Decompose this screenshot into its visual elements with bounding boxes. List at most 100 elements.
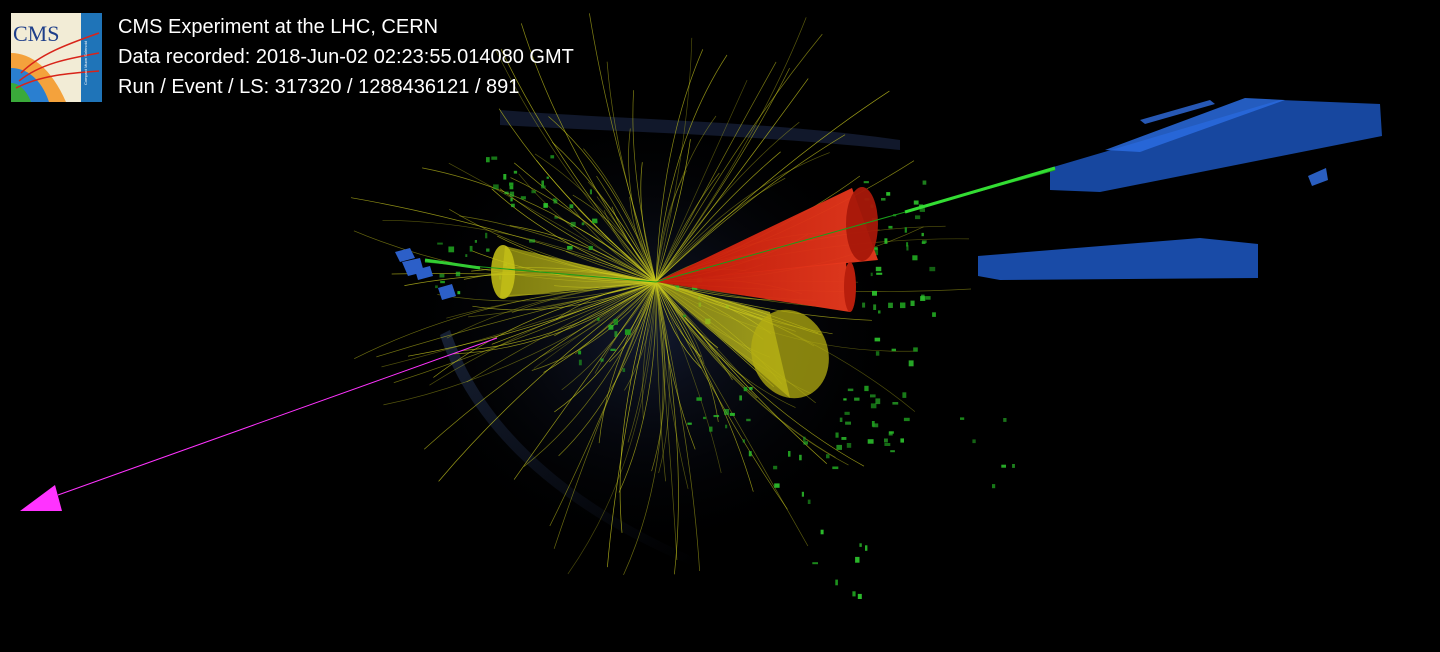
detector-hit	[875, 351, 880, 356]
detector-hit	[826, 454, 830, 459]
charged-track	[603, 209, 657, 283]
detector-hit	[852, 591, 856, 597]
detector-hit	[807, 499, 811, 504]
detector-hit	[799, 454, 802, 461]
detector-hit	[713, 415, 720, 418]
charged-track	[655, 281, 689, 489]
charged-track	[408, 281, 657, 357]
detector-hit	[687, 422, 692, 425]
charged-track	[498, 108, 657, 283]
detector-hit	[908, 360, 914, 367]
detector-hit	[1001, 464, 1006, 468]
detector-hit	[589, 189, 592, 195]
detector-hit	[873, 304, 877, 310]
charged-track	[655, 139, 691, 283]
charged-track	[433, 281, 657, 378]
charged-track	[655, 54, 728, 283]
detector-hit	[503, 174, 507, 180]
charged-track	[587, 181, 657, 283]
detector-hit	[569, 204, 574, 209]
detector-hit	[904, 227, 907, 233]
charged-track	[655, 281, 788, 510]
detector-hit	[843, 398, 847, 401]
charged-track	[655, 90, 890, 283]
charged-track	[554, 281, 657, 337]
charged-track	[553, 281, 657, 549]
detector-hit	[888, 431, 893, 436]
detector-hit	[509, 185, 514, 190]
charged-track	[495, 50, 657, 283]
charged-track	[589, 13, 657, 283]
detector-hit	[881, 198, 886, 201]
detector-hit	[888, 225, 893, 229]
detector-hit	[910, 300, 915, 306]
detector-hit	[878, 310, 881, 314]
detector-hit	[511, 203, 515, 208]
detector-hit	[592, 218, 598, 223]
charged-track	[655, 49, 704, 283]
detector-hit	[510, 198, 513, 202]
detector-hit	[622, 368, 626, 372]
detector-hit	[774, 483, 780, 488]
muon-tracks	[424, 166, 1056, 283]
detector-hit	[743, 387, 748, 392]
charged-track	[655, 281, 719, 422]
charged-track	[376, 281, 657, 358]
charged-track	[466, 281, 657, 383]
detector-hit	[739, 395, 742, 401]
charged-track	[549, 281, 657, 527]
detector-hit	[874, 247, 878, 250]
charged-track	[422, 167, 657, 283]
detector-hit	[870, 272, 873, 277]
detector-hit	[870, 394, 876, 398]
charged-track	[606, 61, 657, 283]
detector-hit	[613, 318, 618, 325]
detector-hit	[504, 191, 509, 195]
charged-track	[655, 281, 678, 561]
detector-hit	[803, 436, 806, 442]
detector-hit	[972, 439, 976, 444]
detector-hit	[541, 185, 546, 189]
detector-hit	[486, 157, 490, 163]
detector-hit	[614, 331, 618, 337]
detector-hit	[832, 466, 839, 470]
charged-track	[655, 151, 781, 283]
charged-track	[423, 281, 657, 450]
detector-hit	[912, 255, 918, 261]
detector-hit	[854, 397, 860, 401]
charged-track	[572, 194, 657, 283]
charged-track	[383, 281, 657, 406]
detector-hit	[803, 441, 808, 445]
charged-track	[583, 148, 657, 283]
charged-track	[598, 281, 657, 444]
detector-hit	[437, 242, 443, 245]
detector-hit	[913, 200, 919, 205]
charged-track	[651, 281, 666, 472]
detector-hit	[960, 417, 965, 420]
charged-track	[543, 281, 657, 373]
detector-hit	[890, 450, 895, 453]
detector-hit	[509, 191, 515, 197]
cms-logo: CMS Compact Muon Solenoid	[11, 13, 102, 102]
detector-hit	[570, 221, 576, 227]
charged-track	[619, 281, 657, 533]
detector-hit	[900, 438, 904, 443]
cms-logo-text: CMS	[13, 21, 59, 46]
charged-track	[429, 281, 657, 386]
charged-track	[655, 79, 748, 283]
charged-track	[632, 90, 657, 283]
charged-track	[618, 281, 657, 493]
charged-track	[350, 197, 657, 283]
charged-track	[655, 177, 786, 283]
detector-hit	[906, 245, 909, 251]
detector-hit	[922, 180, 927, 185]
detector-hit	[485, 232, 488, 239]
detector-hit	[529, 239, 535, 243]
detector-hit	[864, 385, 869, 392]
charged-track	[655, 152, 830, 283]
detector-hit	[892, 402, 899, 405]
detector-hit	[742, 439, 745, 443]
detector-hit	[872, 290, 877, 296]
detector-hit	[546, 176, 549, 179]
detector-hit	[597, 317, 600, 321]
